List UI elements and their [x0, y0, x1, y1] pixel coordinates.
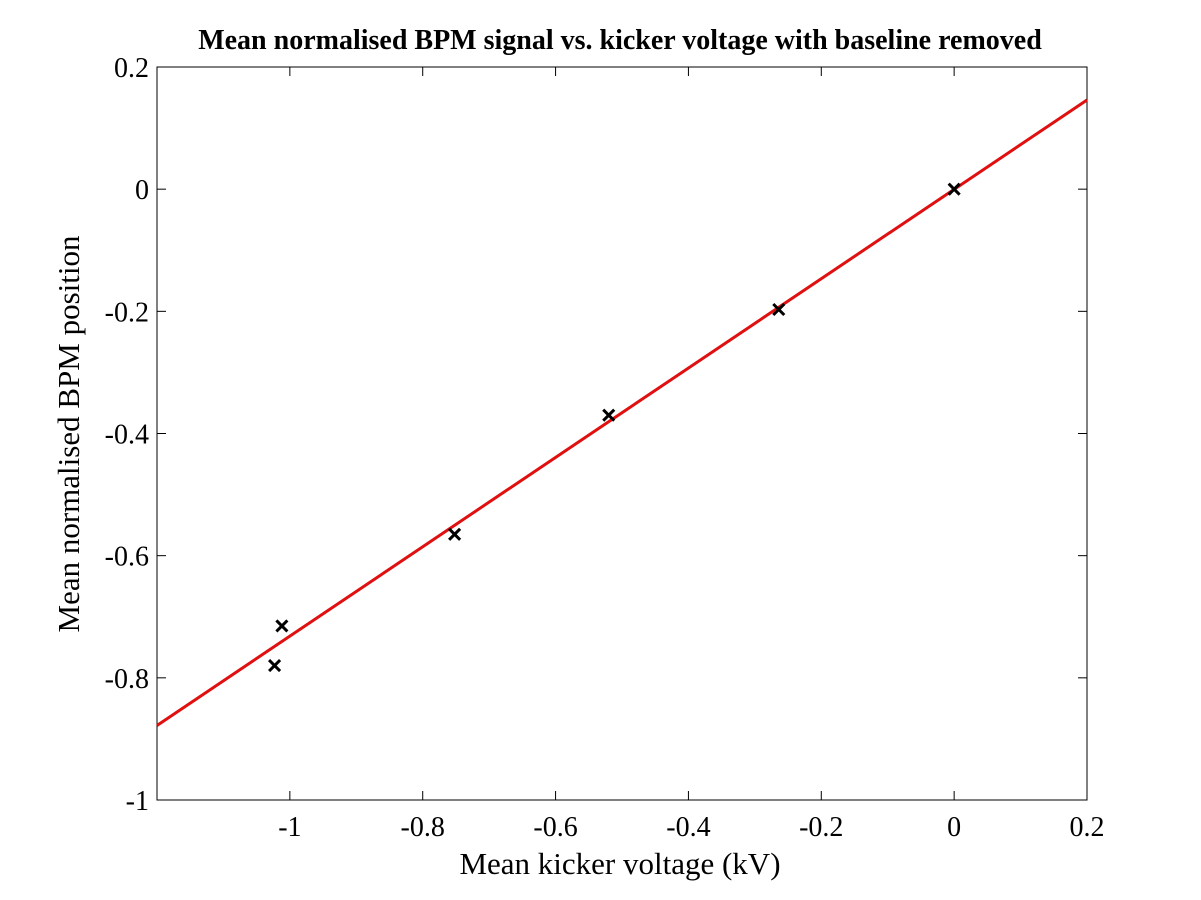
y-tick-label: -0.6 — [105, 542, 149, 573]
fit-line — [156, 98, 1088, 727]
x-tick-label: -0.2 — [799, 812, 843, 843]
y-tick-label: 0 — [135, 175, 149, 206]
data-point — [602, 408, 616, 422]
x-tick-label: 0.2 — [1070, 812, 1105, 843]
x-tick-label: -0.4 — [666, 812, 710, 843]
data-point — [275, 619, 289, 633]
x-tick-label: 0 — [947, 812, 961, 843]
data-point — [947, 182, 961, 196]
y-tick-label: 0.2 — [114, 53, 149, 84]
x-tick-label: -0.8 — [401, 812, 445, 843]
y-tick-label: -0.4 — [105, 420, 149, 451]
y-tick-label: -0.2 — [105, 297, 149, 328]
y-tick-label: -0.8 — [105, 664, 149, 695]
plot-frame — [156, 66, 1088, 801]
plot-area: -1 -0.8 -0.6 -0.4 -0.2 0 0.2 -1 -0.8 -0.6 -0.4 -0.2… — [105, 53, 1105, 843]
y-tick-label: -1 — [126, 786, 149, 817]
y-axis-label: Mean normalised BPM position — [51, 235, 86, 632]
data-point — [772, 302, 786, 317]
x-tick-label: -0.6 — [533, 812, 577, 843]
x-axis-label: Mean kicker voltage (kV) — [459, 846, 780, 881]
data-point — [268, 659, 282, 673]
chart-title: Mean normalised BPM signal vs. kicker vo… — [198, 25, 1042, 56]
data-point — [448, 527, 462, 541]
x-tick-label: -1 — [278, 812, 301, 843]
